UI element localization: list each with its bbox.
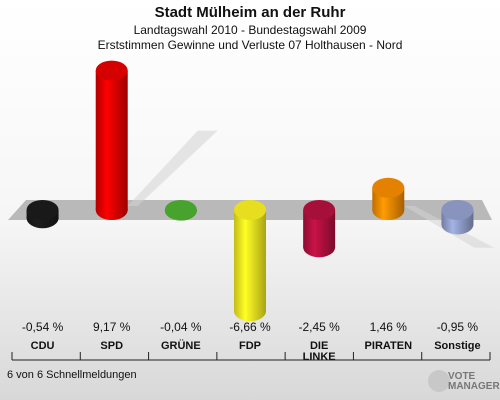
bar-sonstige bbox=[441, 200, 474, 235]
bar-grüne bbox=[164, 200, 197, 221]
value-label: 9,17 % bbox=[93, 320, 131, 334]
category-label: GRÜNE bbox=[161, 339, 201, 352]
bar-cdu bbox=[26, 200, 59, 229]
value-label: -2,45 % bbox=[298, 320, 340, 334]
category-label: DIE bbox=[310, 340, 328, 352]
chart-subtitle-2: Erststimmen Gewinne und Verluste 07 Holt… bbox=[97, 38, 403, 52]
value-label: -0,04 % bbox=[160, 320, 202, 334]
bar-fdp bbox=[234, 200, 266, 322]
bar-spd bbox=[95, 60, 218, 220]
value-label: -0,54 % bbox=[22, 320, 64, 334]
category-label: Sonstige bbox=[434, 340, 480, 352]
logo-check-icon bbox=[428, 370, 450, 392]
footer-note: 6 von 6 Schnellmeldungen bbox=[7, 369, 137, 381]
votemanager-logo: VOTE MANAGER bbox=[428, 368, 500, 398]
category-label: PIRATEN bbox=[365, 340, 413, 352]
chart-subtitle: Landtagswahl 2010 - Bundestagswahl 2009 bbox=[133, 23, 367, 37]
bar-piraten bbox=[372, 177, 495, 248]
value-label: -6,66 % bbox=[229, 320, 271, 334]
category-label: SPD bbox=[100, 340, 123, 352]
bar-die-linke bbox=[303, 200, 336, 258]
category-label: FDP bbox=[239, 340, 261, 352]
chart-title: Stadt Mülheim an der Ruhr bbox=[154, 4, 346, 21]
logo-text-vote: VOTE bbox=[448, 371, 476, 382]
value-label: 1,46 % bbox=[370, 320, 408, 334]
logo-text-manager: MANAGER bbox=[448, 381, 500, 392]
value-label: -0,95 % bbox=[437, 320, 479, 334]
category-label: LINKE bbox=[303, 351, 336, 363]
category-label: CDU bbox=[31, 340, 55, 352]
